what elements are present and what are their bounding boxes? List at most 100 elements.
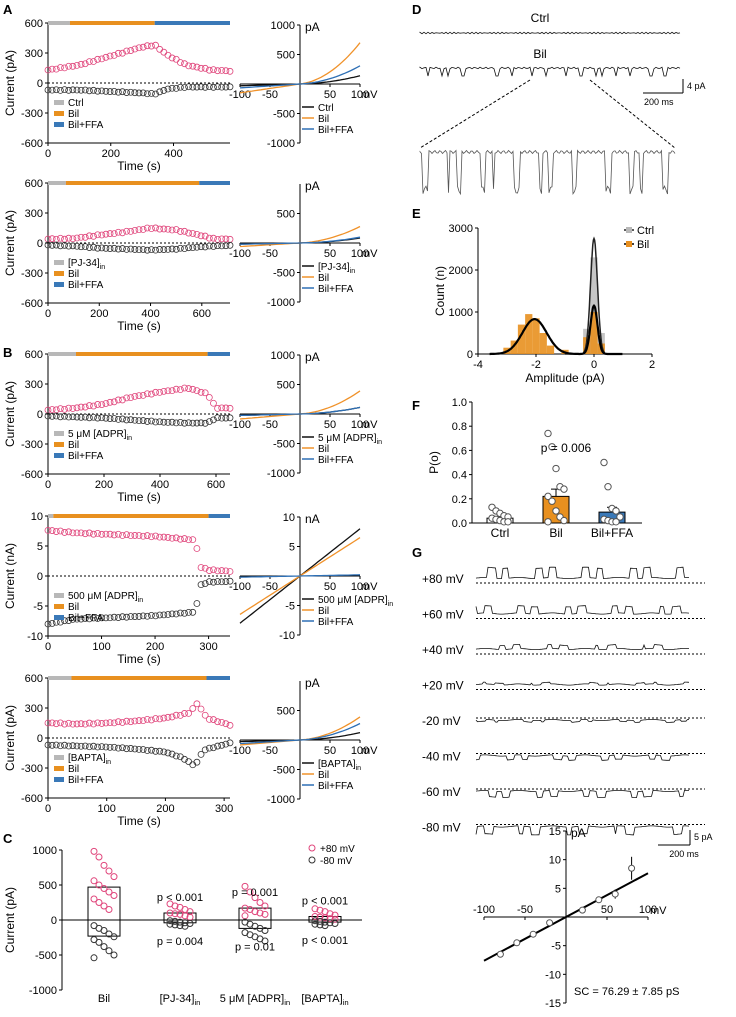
y-tick-label: 1000 [449,307,473,319]
neg-marker [127,613,135,620]
pos-marker [106,230,114,237]
pos-marker [168,534,176,542]
y-axis-label: Current (pA) [3,705,17,771]
ctrl-trace [419,31,681,35]
pos-marker [94,529,102,537]
pos-point [166,909,174,917]
legend-label: Bil [68,764,79,775]
neg-marker [52,741,60,749]
pos-marker [135,532,143,539]
iv-ffa-curve [239,65,361,89]
pos-marker [152,388,159,396]
pos-point [176,910,184,918]
data-point [612,507,620,515]
scale-label-y: 4 pA [687,81,706,91]
legend-label: 5 μM [ADPR]in [318,433,382,446]
pos-marker [65,719,73,727]
data-point [595,896,603,904]
neg-marker [85,615,93,623]
y-tick-label: 1000 [33,845,57,857]
legend-label-pos: +80 mV [320,844,355,855]
y-tick-label: -300 [21,108,43,120]
x-axis-label: Time (s) [117,652,161,666]
neg-marker [176,418,184,426]
pos-marker [193,230,201,238]
sc-annotation: SC = 76.29 ± 7.85 pS [574,986,679,998]
pos-marker [65,62,73,70]
group-label: Bil [549,526,562,540]
bil-fit [489,304,623,356]
neg-marker [127,88,135,96]
data-point [504,518,512,526]
neg-point [95,938,103,946]
neg-marker [44,741,52,749]
pos-marker [77,60,85,68]
legend-label: Bil [318,444,329,455]
neg-marker [193,83,201,91]
neg-marker [127,745,135,752]
pos-marker [106,398,114,406]
neg-marker [81,742,89,750]
neg-marker [205,578,213,586]
legend-swatch-ffa [54,122,64,127]
pos-marker [110,230,118,238]
neg-point [171,921,179,929]
neg-marker [172,752,180,760]
neg-marker [61,412,68,420]
iv-ffa-curve [239,722,361,745]
pos-marker [106,530,114,538]
y-tick-label: 5 [289,542,295,554]
neg-marker [226,83,234,91]
neg-marker [148,417,155,425]
neg-marker [193,243,201,251]
neg-marker [52,241,60,249]
neg-marker [131,416,139,424]
neg-marker [65,86,73,94]
pos-marker [81,403,89,411]
y-tick-label: 500 [277,209,295,221]
x-tick-label: 200 [102,148,120,160]
pos-point [326,910,334,918]
pos-marker [193,545,201,552]
pos-marker [123,394,130,402]
legend-label: 500 μM [ADPR]in [318,595,393,608]
legend-label: Bil+FFA [318,781,354,792]
neg-marker [214,83,221,91]
pos-marker [181,535,188,542]
y-tick-label: -1000 [267,794,295,806]
y-tick-label: -500 [273,109,295,121]
iv-b3: 500-500-1000-100 -50 50 100mVpA[BAPTA]inBil… [229,676,378,806]
pos-marker [160,48,168,56]
panel-letter-e: E [412,206,421,221]
pos-marker [114,530,122,538]
legend-marker-neg [308,856,316,864]
pos-marker [201,232,209,240]
neg-marker [119,245,126,252]
neg-marker [69,615,77,623]
neg-marker [119,613,126,621]
pos-point [311,913,319,920]
neg-marker [214,414,221,422]
neg-marker [114,744,122,752]
y-axis-label: Current (nA) [3,543,17,609]
pos-marker [148,716,155,724]
fit-line [483,872,649,962]
pos-point [311,905,319,913]
neg-marker [85,414,93,422]
neg-marker [197,581,205,589]
group-label: [BAPTA]in [301,993,348,1007]
pos-point [256,909,264,917]
neg-marker [152,612,159,620]
y-tick-label: 1.0 [452,397,467,409]
neg-marker [214,242,221,250]
neg-marker [176,244,184,252]
pos-marker [156,225,164,233]
y-tick-label: 0 [37,733,43,745]
neg-marker [160,611,168,619]
pos-marker [189,385,197,393]
condition-bar-ctrl [48,514,54,518]
x-tick-label: -100 [229,745,251,757]
